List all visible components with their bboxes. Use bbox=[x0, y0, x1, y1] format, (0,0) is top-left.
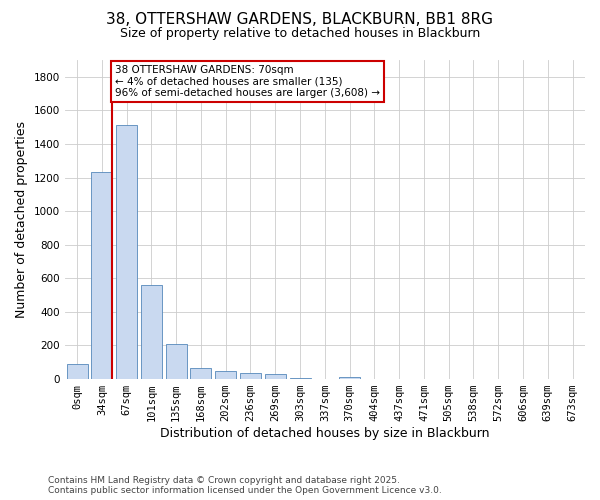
Text: Contains HM Land Registry data © Crown copyright and database right 2025.
Contai: Contains HM Land Registry data © Crown c… bbox=[48, 476, 442, 495]
Bar bbox=[190, 368, 211, 379]
Text: 38 OTTERSHAW GARDENS: 70sqm
← 4% of detached houses are smaller (135)
96% of sem: 38 OTTERSHAW GARDENS: 70sqm ← 4% of deta… bbox=[115, 65, 380, 98]
X-axis label: Distribution of detached houses by size in Blackburn: Distribution of detached houses by size … bbox=[160, 427, 490, 440]
Bar bbox=[290, 378, 311, 379]
Bar bbox=[67, 364, 88, 379]
Bar bbox=[339, 377, 360, 379]
Text: Size of property relative to detached houses in Blackburn: Size of property relative to detached ho… bbox=[120, 28, 480, 40]
Bar bbox=[116, 126, 137, 379]
Bar bbox=[240, 372, 261, 379]
Bar bbox=[215, 371, 236, 379]
Bar bbox=[265, 374, 286, 379]
Bar bbox=[91, 172, 112, 379]
Bar bbox=[364, 378, 385, 379]
Bar bbox=[166, 344, 187, 379]
Y-axis label: Number of detached properties: Number of detached properties bbox=[15, 121, 28, 318]
Bar bbox=[141, 285, 162, 379]
Bar bbox=[314, 378, 335, 379]
Text: 38, OTTERSHAW GARDENS, BLACKBURN, BB1 8RG: 38, OTTERSHAW GARDENS, BLACKBURN, BB1 8R… bbox=[107, 12, 493, 28]
